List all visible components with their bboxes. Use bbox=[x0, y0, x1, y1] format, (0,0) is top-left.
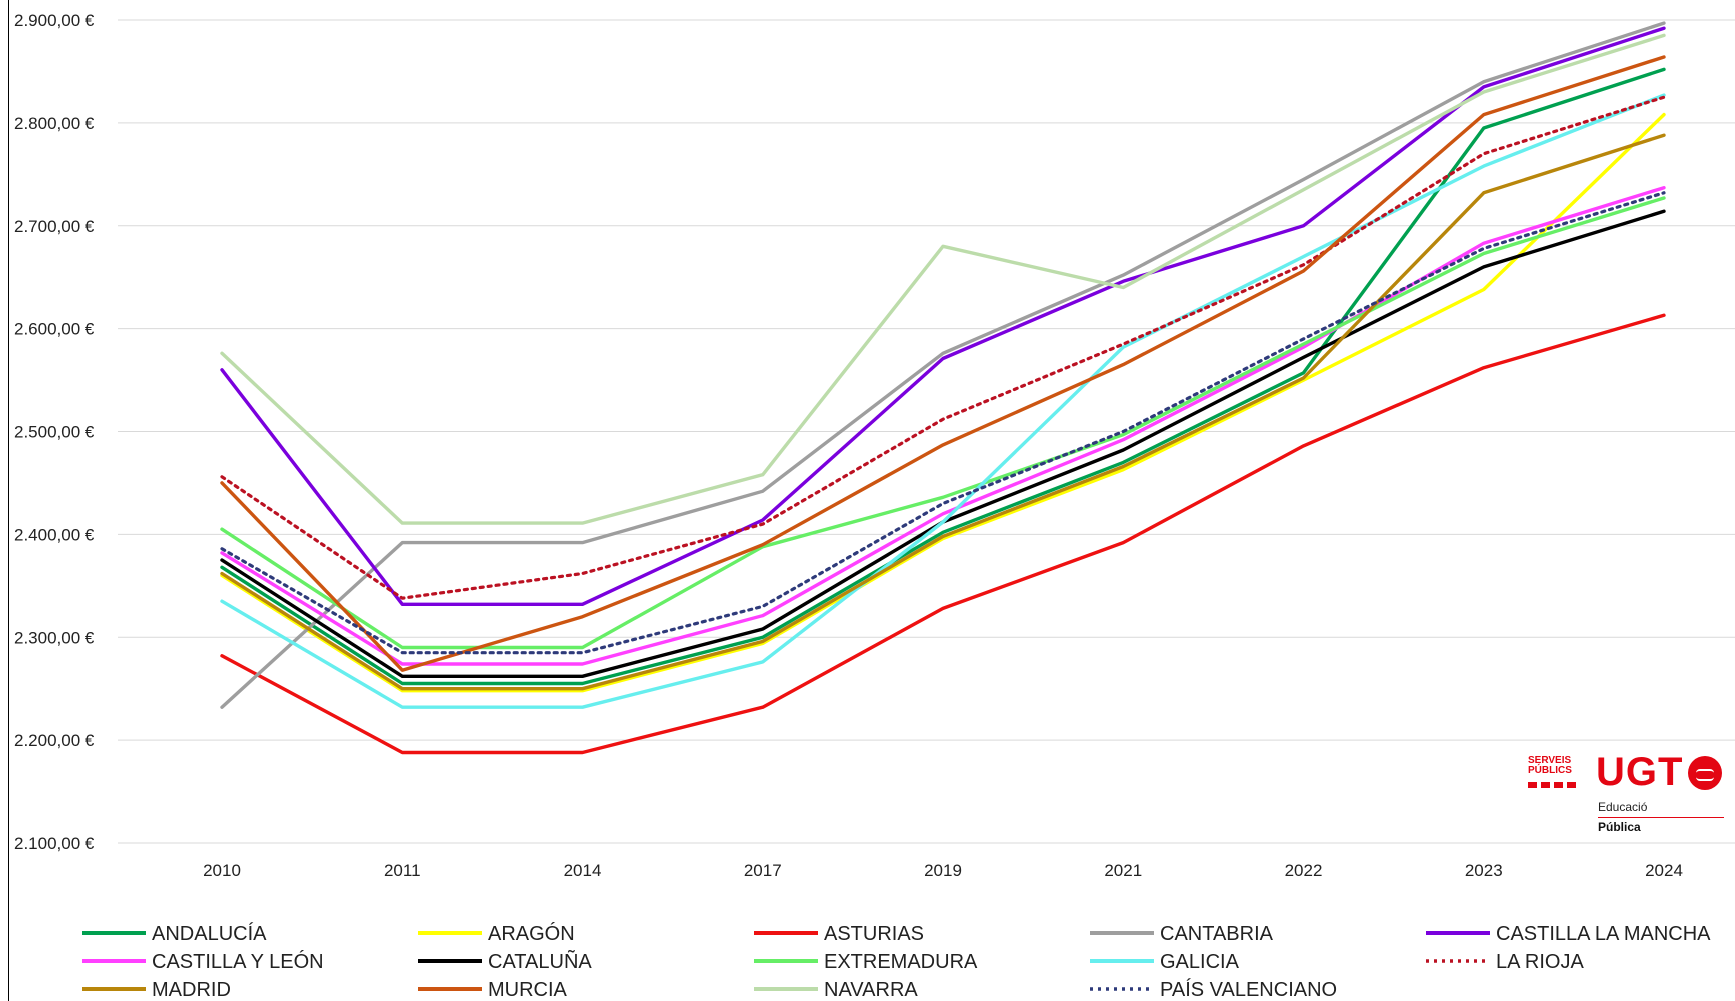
y-tick-label: 2.400,00 € bbox=[14, 525, 95, 544]
legend-label: ASTURIAS bbox=[824, 923, 924, 945]
legend-label: CATALUÑA bbox=[488, 949, 592, 973]
x-tick-label: 2017 bbox=[744, 861, 782, 880]
logo-rule bbox=[1598, 817, 1724, 818]
x-tick-label: 2010 bbox=[203, 861, 241, 880]
legend-label: MADRID bbox=[152, 979, 231, 1001]
logo-ugt-text: UGT bbox=[1596, 750, 1684, 794]
series-line bbox=[220, 95, 1666, 600]
legend-label: PAÍS VALENCIANO bbox=[1160, 978, 1337, 1001]
y-tick-label: 2.600,00 € bbox=[14, 320, 95, 339]
x-tick-label: 2024 bbox=[1645, 861, 1683, 880]
series-line bbox=[220, 185, 1666, 666]
legend-label: CASTILLA LA MANCHA bbox=[1496, 923, 1711, 945]
x-tick-label: 2019 bbox=[924, 861, 962, 880]
series-line bbox=[220, 55, 1666, 672]
x-tick-label: 2021 bbox=[1104, 861, 1142, 880]
legend-label: ARAGÓN bbox=[488, 922, 575, 945]
legend-label: NAVARRA bbox=[824, 979, 918, 1001]
y-tick-label: 2.900,00 € bbox=[14, 11, 95, 30]
x-tick-label: 2023 bbox=[1465, 861, 1503, 880]
series-line bbox=[220, 313, 1666, 755]
series-line bbox=[220, 93, 1666, 709]
chart-frame-edge bbox=[8, 0, 9, 1001]
series-line bbox=[220, 112, 1666, 693]
x-axis-labels: 2010 2011 2014 2017 2019 2021 2022 2023 2024 bbox=[203, 861, 1683, 880]
y-tick-label: 2.700,00 € bbox=[14, 217, 95, 236]
legend-label: LA RIOJA bbox=[1496, 951, 1584, 973]
series-line bbox=[220, 33, 1666, 525]
series-line bbox=[220, 196, 1666, 650]
legend-label: CASTILLA Y LEÓN bbox=[152, 950, 324, 973]
chart-series-lines bbox=[220, 21, 1666, 755]
chart-legend: ANDALUCÍA ARAGÓN ASTURIAS CANTABRIA CASTILLA… bbox=[82, 922, 1711, 1001]
legend-label: EXTREMADURA bbox=[824, 951, 978, 973]
logo-dots bbox=[1528, 782, 1578, 788]
y-tick-label: 2.500,00 € bbox=[14, 423, 95, 442]
series-line bbox=[220, 191, 1666, 655]
y-tick-label: 2.100,00 € bbox=[14, 834, 95, 853]
y-tick-label: 2.800,00 € bbox=[14, 114, 95, 133]
logo-educacio-text: Educació bbox=[1598, 800, 1648, 814]
ugt-logo: SERVEIS PÚBLICS UGT Educació Pública bbox=[1528, 750, 1728, 834]
series-line bbox=[220, 26, 1666, 606]
y-axis-labels: 2.100,00 € 2.200,00 € 2.300,00 € 2.400,00 €… bbox=[14, 11, 95, 853]
legend-label: CANTABRIA bbox=[1160, 923, 1274, 945]
series-line bbox=[220, 21, 1666, 709]
series-line bbox=[220, 133, 1666, 691]
x-tick-label: 2014 bbox=[564, 861, 602, 880]
chart-gridlines bbox=[118, 19, 1735, 844]
legend-label: MURCIA bbox=[488, 979, 568, 1001]
series-line bbox=[220, 67, 1666, 686]
x-tick-label: 2022 bbox=[1285, 861, 1323, 880]
logo-publica-text: Pública bbox=[1598, 820, 1641, 834]
logo-serveis-text: SERVEIS PÚBLICS bbox=[1528, 755, 1572, 776]
y-tick-label: 2.200,00 € bbox=[14, 731, 95, 750]
y-tick-label: 2.300,00 € bbox=[14, 628, 95, 647]
legend-label: GALICIA bbox=[1160, 951, 1240, 973]
handshake-icon bbox=[1688, 756, 1722, 790]
x-tick-label: 2011 bbox=[384, 861, 421, 880]
legend-label: ANDALUCÍA bbox=[152, 922, 267, 945]
